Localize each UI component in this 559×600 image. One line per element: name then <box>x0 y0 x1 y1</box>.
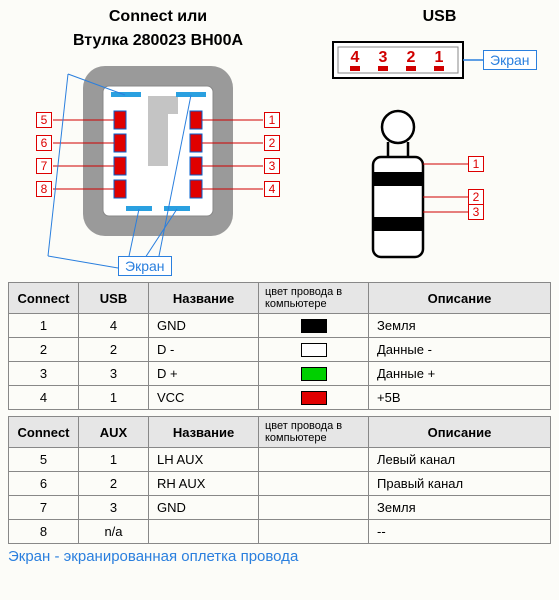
conn-pin-4: 4 <box>264 181 280 197</box>
usb-title: USB <box>328 8 551 26</box>
cell-connect: 2 <box>9 338 79 362</box>
cell-desc: +5В <box>369 386 551 410</box>
cell-desc: Левый канал <box>369 448 551 472</box>
svg-text:4: 4 <box>351 49 360 66</box>
cell-usb: 4 <box>79 314 149 338</box>
conn-shield-label: Экран <box>118 256 172 276</box>
jack-ring-1: 1 <box>468 156 484 172</box>
usb-shield-label: Экран <box>483 50 537 70</box>
cell-color <box>259 472 369 496</box>
conn-pin-5: 5 <box>36 112 52 128</box>
table-row: 8n/a -- <box>9 520 551 544</box>
cell-connect: 1 <box>9 314 79 338</box>
jack-ring-2: 2 <box>468 189 484 205</box>
conn-pin-2: 2 <box>264 135 280 151</box>
cell-name: GND <box>149 314 259 338</box>
cell-aux: 3 <box>79 496 149 520</box>
cell-color <box>259 338 369 362</box>
cell-name: RH AUX <box>149 472 259 496</box>
cell-color <box>259 386 369 410</box>
t2-h-aux: AUX <box>79 417 149 448</box>
cell-color <box>259 496 369 520</box>
t1-h-name: Название <box>149 283 259 314</box>
cell-name: VCC <box>149 386 259 410</box>
cell-name: D + <box>149 362 259 386</box>
table-row: 33D +Данные + <box>9 362 551 386</box>
t2-h-connect: Connect <box>9 417 79 448</box>
conn-pin-8: 8 <box>36 181 52 197</box>
t1-h-desc: Описание <box>369 283 551 314</box>
aux-pinout-table: Connect AUX Название цвет провода в комп… <box>8 416 551 544</box>
table-row: 73GND Земля <box>9 496 551 520</box>
cell-desc: Правый канал <box>369 472 551 496</box>
cell-desc: -- <box>369 520 551 544</box>
table-row: 51LH AUX Левый канал <box>9 448 551 472</box>
cell-usb: 2 <box>79 338 149 362</box>
t2-h-desc: Описание <box>369 417 551 448</box>
cell-color <box>259 448 369 472</box>
table-row: 22D -Данные - <box>9 338 551 362</box>
cell-name <box>149 520 259 544</box>
svg-text:3: 3 <box>379 49 388 66</box>
cell-connect: 6 <box>9 472 79 496</box>
t1-h-color: цвет провода в компьютере <box>259 283 369 314</box>
table-row: 14GND Земля <box>9 314 551 338</box>
table-row: 41VCC +5В <box>9 386 551 410</box>
svg-text:1: 1 <box>435 49 444 66</box>
t1-h-connect: Connect <box>9 283 79 314</box>
conn-pin-3: 3 <box>264 158 280 174</box>
cell-connect: 4 <box>9 386 79 410</box>
t2-h-color: цвет провода в компьютере <box>259 417 369 448</box>
cell-usb: 1 <box>79 386 149 410</box>
cell-desc: Данные + <box>369 362 551 386</box>
cell-color <box>259 362 369 386</box>
cell-aux: 1 <box>79 448 149 472</box>
cell-color <box>259 314 369 338</box>
jack-diagram: 1 2 3 <box>328 102 551 272</box>
jack-ring-3: 3 <box>468 204 484 220</box>
conn-pin-7: 7 <box>36 158 52 174</box>
cell-color <box>259 520 369 544</box>
cell-name: GND <box>149 496 259 520</box>
cell-connect: 3 <box>9 362 79 386</box>
conn-pin-1: 1 <box>264 112 280 128</box>
cell-desc: Земля <box>369 314 551 338</box>
t2-h-name: Название <box>149 417 259 448</box>
usb-pinout-table: Connect USB Название цвет провода в комп… <box>8 282 551 410</box>
cell-name: D - <box>149 338 259 362</box>
cell-aux: n/a <box>79 520 149 544</box>
usb-diagram: 4 3 2 1 Экран <box>328 32 551 92</box>
footnote: Экран - экранированная оплетка провода <box>8 548 551 565</box>
cell-desc: Земля <box>369 496 551 520</box>
cell-usb: 3 <box>79 362 149 386</box>
cell-name: LH AUX <box>149 448 259 472</box>
cell-connect: 7 <box>9 496 79 520</box>
cell-aux: 2 <box>79 472 149 496</box>
connector-title-2: Втулка 280023 BH00A <box>8 32 308 50</box>
connector-title-1: Connect или <box>8 8 308 26</box>
svg-text:2: 2 <box>407 49 416 66</box>
connector-diagram: 5 6 7 8 1 2 3 4 Экран <box>8 56 308 276</box>
cell-connect: 5 <box>9 448 79 472</box>
conn-pin-6: 6 <box>36 135 52 151</box>
t1-h-usb: USB <box>79 283 149 314</box>
cell-connect: 8 <box>9 520 79 544</box>
cell-desc: Данные - <box>369 338 551 362</box>
table-row: 62RH AUX Правый канал <box>9 472 551 496</box>
